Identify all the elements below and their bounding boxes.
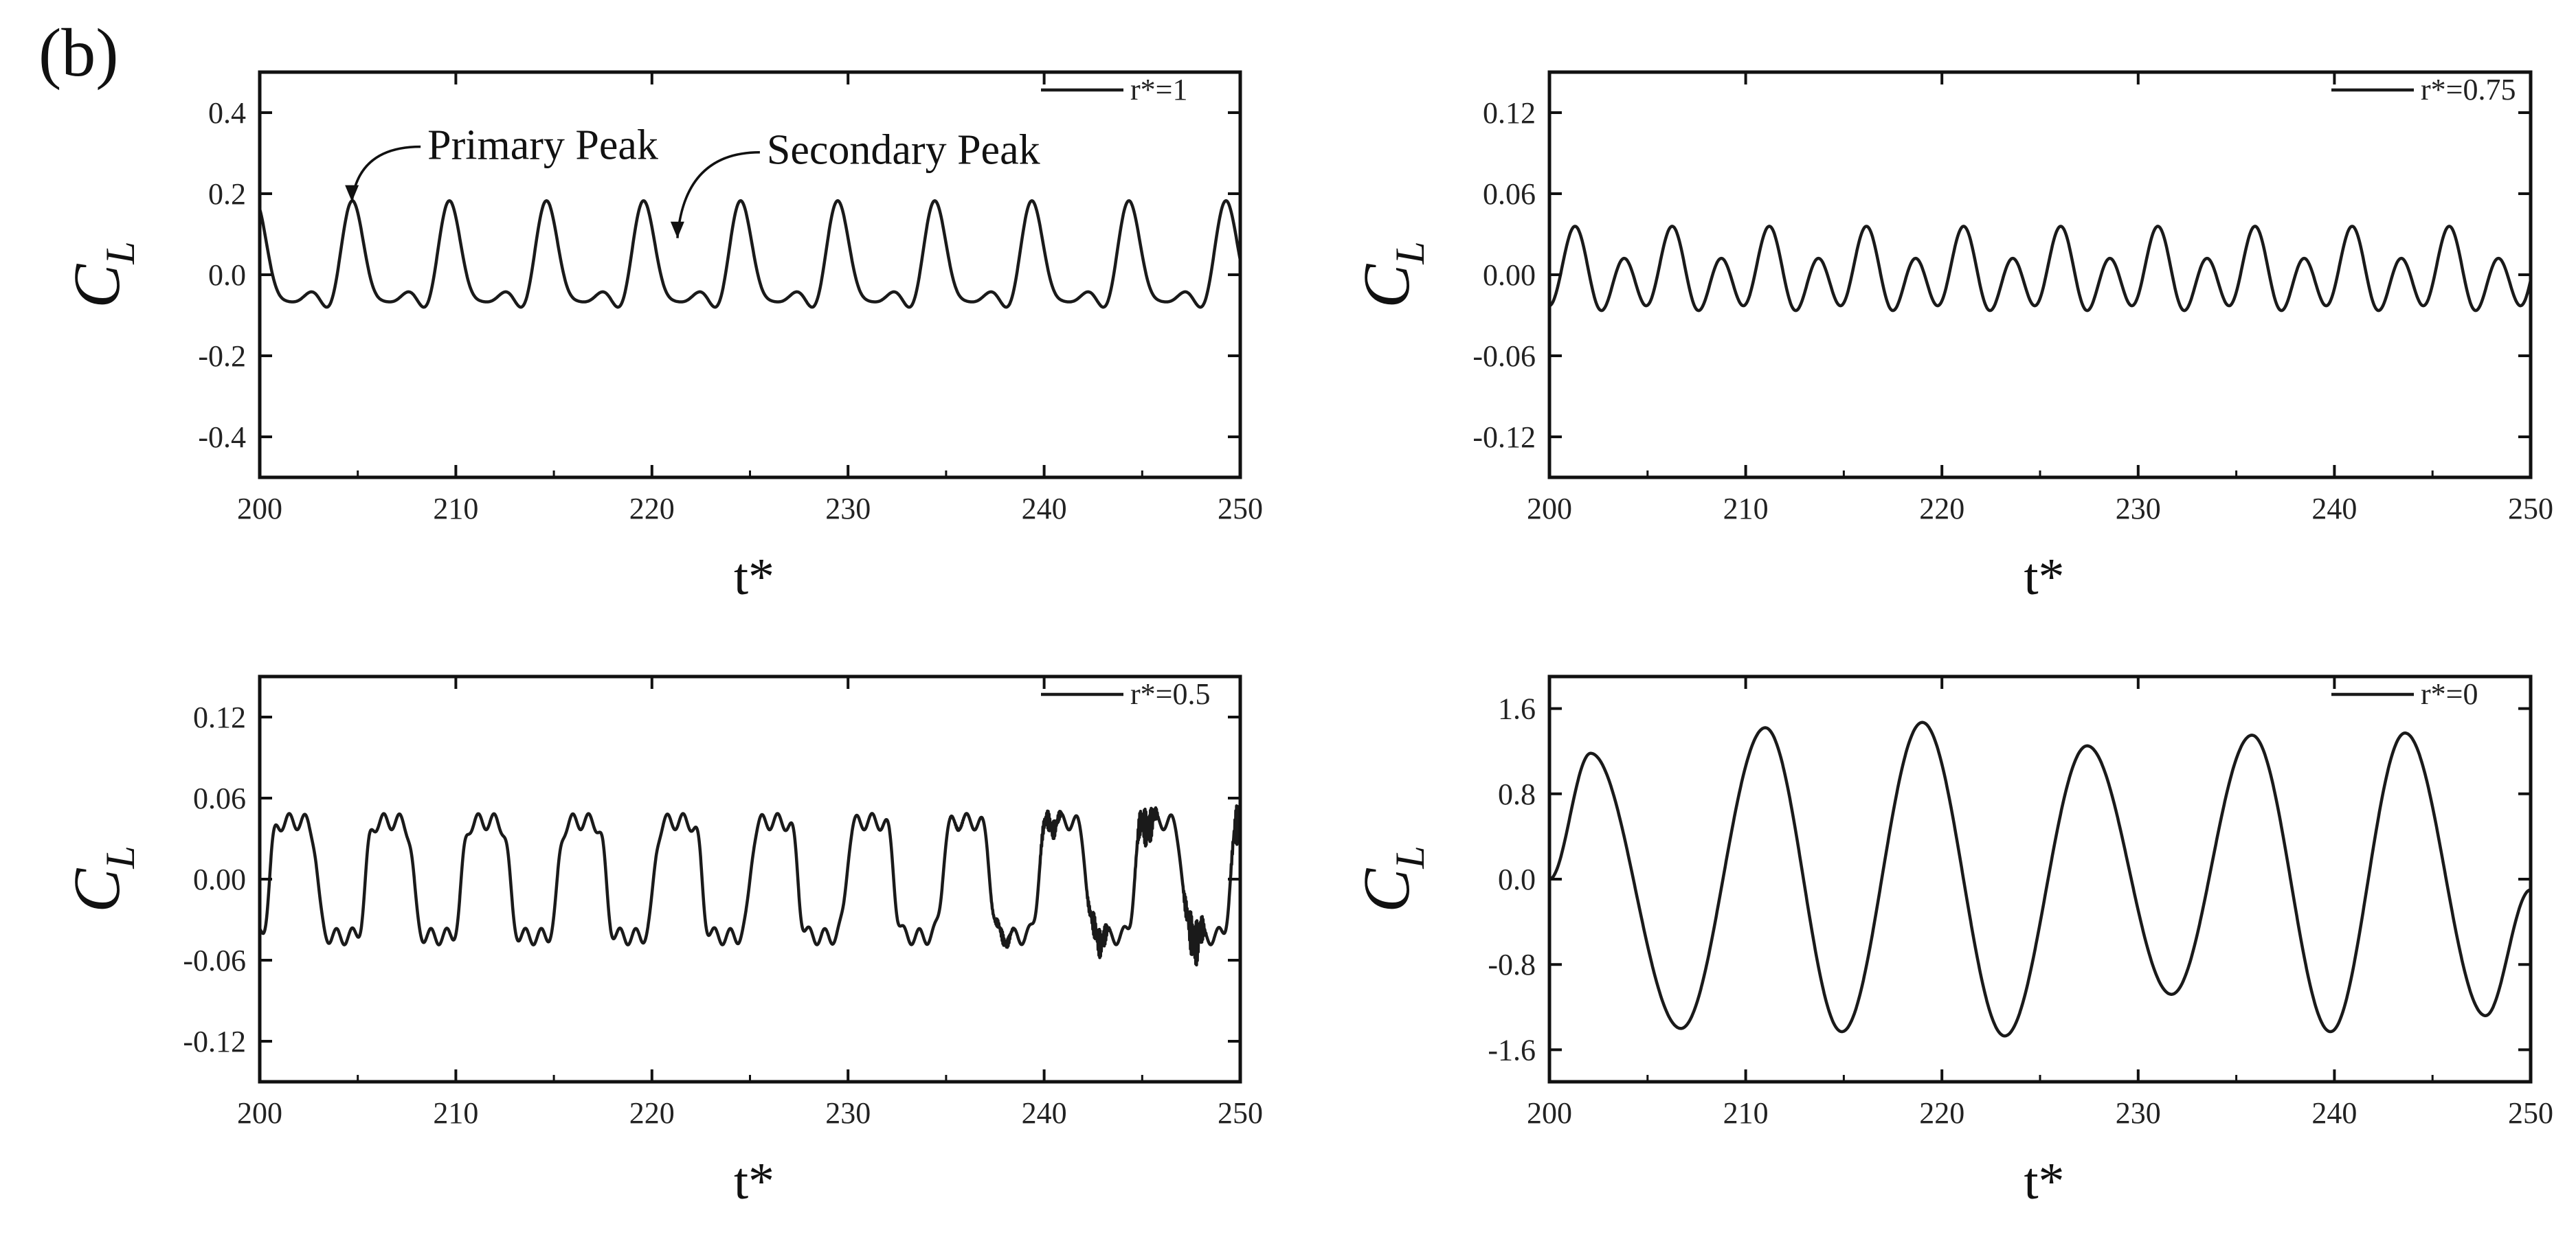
arrow-head-icon [670, 221, 684, 238]
y-tick-label: 1.6 [1498, 692, 1536, 726]
x-tick-label: 220 [1919, 492, 1964, 525]
x-axis-label: t* [2024, 1153, 2064, 1210]
x-axis-label: t* [734, 1153, 774, 1210]
series-line [1548, 225, 2533, 313]
panel-label: (b) [38, 14, 119, 91]
y-tick-label: -0.06 [1472, 339, 1536, 373]
x-tick-label: 230 [2116, 1096, 2161, 1130]
x-tick-label: 230 [825, 492, 871, 525]
x-tick-label: 220 [1919, 1096, 1964, 1130]
y-axis-label: CL [1349, 846, 1433, 912]
series-line [258, 199, 1242, 309]
y-tick-label: 0.12 [1483, 96, 1536, 130]
x-tick-label: 200 [237, 1096, 282, 1130]
y-tick-label: -0.12 [183, 1025, 246, 1058]
x-tick-label: 250 [2508, 492, 2553, 525]
x-axis-label: t* [734, 548, 774, 606]
x-tick-label: 240 [2311, 492, 2357, 525]
x-tick-label: 240 [1022, 1096, 1067, 1130]
y-tick-label: -0.06 [183, 944, 246, 977]
legend-label: r*=0 [2421, 677, 2478, 711]
legend-label: r*=0.75 [2421, 73, 2516, 106]
y-tick-label: -0.2 [198, 339, 246, 373]
legend-label: r*=0.5 [1130, 677, 1210, 711]
y-tick-label: -0.12 [1472, 420, 1536, 454]
plot-frame [258, 70, 1242, 479]
x-tick-label: 230 [825, 1096, 871, 1130]
annotation-secondary-peak: Secondary Peak [767, 127, 1040, 174]
chart-r0: 200 210 220 230 240 250 -1.6 -0.8 0.0 0.8 1.6 t* CL r… [1349, 674, 2553, 1210]
annotation-arrow [350, 145, 421, 202]
y-tick-label: 0.2 [208, 177, 246, 211]
y-axis-label: CL [1349, 241, 1433, 308]
y-tick-label: 0.8 [1498, 778, 1536, 811]
annotation-primary-peak: Primary Peak [427, 122, 658, 169]
x-tick-label: 230 [2116, 492, 2161, 525]
x-tick-label: 250 [1218, 492, 1263, 525]
y-axis-label: CL [60, 846, 143, 912]
x-tick-label: 200 [1527, 492, 1572, 525]
x-tick-label: 220 [629, 1096, 675, 1130]
y-tick-label: 0.00 [193, 863, 246, 896]
x-tick-label: 220 [629, 492, 675, 525]
y-axis-label: CL [60, 241, 143, 308]
y-tick-label: -0.8 [1488, 948, 1536, 981]
x-tick-label: 250 [2508, 1096, 2553, 1130]
chart-r075: 200 210 220 230 240 250 -0.12 -0.06 0.00 0.06 0.12… [1349, 70, 2553, 606]
series-line [258, 804, 1242, 967]
x-axis-label: t* [2024, 548, 2064, 606]
plot-frame [1547, 674, 2533, 1084]
chart-r05: 200 210 220 230 240 250 -0.12 -0.06 0.00 0.06 0.12… [60, 674, 1263, 1210]
annotation-arrow [676, 150, 760, 238]
arrow-head-icon [345, 185, 359, 202]
x-tick-label: 210 [1723, 492, 1769, 525]
y-tick-label: -1.6 [1488, 1033, 1536, 1067]
y-tick-label: 0.0 [208, 258, 246, 292]
y-tick-label: -0.4 [198, 420, 246, 454]
x-tick-label: 210 [433, 1096, 478, 1130]
x-tick-label: 240 [1022, 492, 1067, 525]
y-tick-label: 0.00 [1483, 258, 1536, 292]
y-tick-label: 0.0 [1498, 863, 1536, 896]
y-tick-label: 0.06 [193, 782, 246, 815]
x-tick-label: 250 [1218, 1096, 1263, 1130]
x-tick-label: 200 [1527, 1096, 1572, 1130]
x-tick-label: 200 [237, 492, 282, 525]
chart-r1: 200 210 220 230 240 250 -0.4 -0.2 0.0 0.2 0.4 t* CL r… [60, 70, 1263, 606]
series-line [1548, 720, 2532, 1038]
x-tick-label: 240 [2311, 1096, 2357, 1130]
y-tick-label: 0.12 [193, 701, 246, 734]
legend-label: r*=1 [1130, 73, 1187, 106]
y-tick-label: 0.06 [1483, 177, 1536, 211]
y-tick-label: 0.4 [208, 96, 246, 130]
x-tick-label: 210 [433, 492, 478, 525]
x-tick-label: 210 [1723, 1096, 1769, 1130]
plot-frame [1547, 70, 2533, 479]
